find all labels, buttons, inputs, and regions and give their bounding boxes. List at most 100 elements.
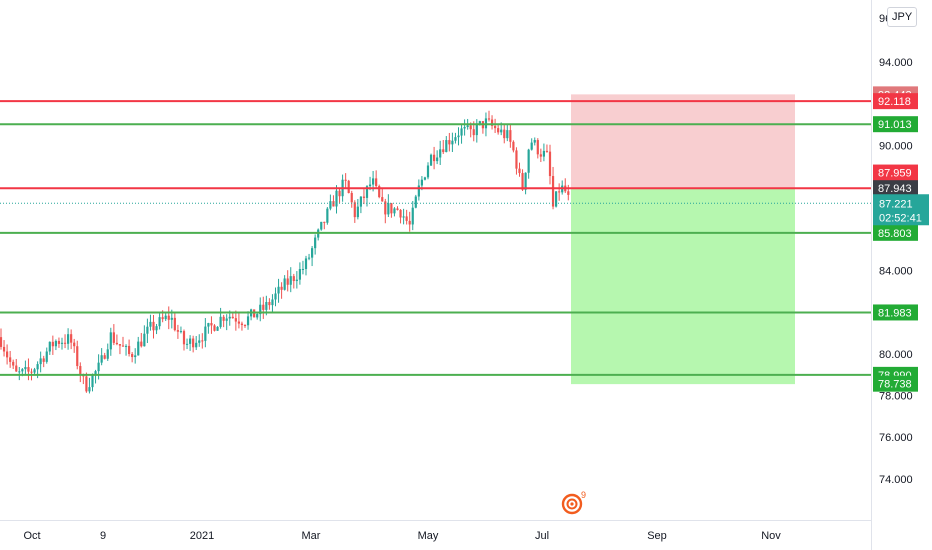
candle-body [124, 345, 128, 347]
candle-body [558, 191, 561, 193]
candle-body [402, 216, 405, 218]
candle-body [234, 318, 237, 322]
candle-body [423, 177, 427, 180]
level-price-label: 85.803 [878, 228, 912, 240]
candle-body [146, 326, 149, 334]
last-price-label-bg [873, 194, 929, 226]
candle-body [207, 323, 210, 327]
candle-body [323, 221, 326, 223]
candle-body [524, 172, 527, 190]
candle-body [460, 128, 463, 136]
candle-body [356, 206, 359, 218]
candle-body [567, 191, 570, 195]
candle-body [30, 371, 33, 373]
level-price-label: 91.013 [878, 119, 912, 131]
candle-body [542, 150, 545, 157]
candle-body [134, 355, 137, 358]
candle-body [155, 326, 158, 331]
candle-body [545, 150, 549, 152]
target-price-label: 78.738 [878, 379, 912, 391]
candle-body [210, 323, 213, 326]
candle-body [213, 325, 216, 331]
candle-body [48, 341, 51, 352]
candle-body [396, 208, 399, 210]
y-axis-tick-labels: 74.000 76.000 78.000 80.000 84.000 90.000 94.0… [879, 13, 913, 486]
price-axis-labels: 92.44392.11891.01385.80381.98378.99087.9… [873, 86, 929, 392]
candle-body [521, 173, 524, 190]
candle-body [131, 354, 134, 358]
candle-body [60, 342, 64, 344]
entry-price-label-bg [873, 180, 918, 197]
candle-body [344, 179, 347, 181]
candle-body [292, 276, 295, 282]
candle-body [500, 129, 503, 133]
candle-body [51, 341, 54, 347]
candle-body [240, 323, 244, 326]
candle-body [411, 207, 414, 225]
candle-body [268, 301, 271, 306]
y-tick-label: 94.000 [879, 57, 913, 69]
candle-body [259, 304, 262, 315]
currency-badge[interactable]: JPY [887, 7, 918, 27]
candle-body [506, 130, 509, 139]
candle-body [375, 178, 378, 187]
candle-body [326, 208, 329, 223]
candle-body [475, 123, 478, 136]
y-tick-label: 90.000 [879, 140, 913, 152]
candle-body [195, 342, 198, 348]
candle-body [106, 349, 109, 359]
candle-body [149, 321, 152, 327]
candle-body [57, 340, 61, 344]
level-price-label: 92.118 [878, 96, 911, 108]
candle-body [426, 165, 430, 178]
candle-body [256, 314, 259, 318]
candle-body [128, 345, 131, 355]
candle-body [9, 357, 12, 362]
candle-body [417, 185, 420, 197]
candle-body [390, 203, 393, 214]
candle-body [497, 128, 500, 133]
candle-body [414, 196, 417, 208]
candle-body [164, 315, 167, 320]
x-tick-label: 2021 [190, 530, 214, 542]
candle-body [314, 237, 317, 249]
x-tick-label: Sep [647, 530, 667, 542]
candle-body [21, 369, 24, 372]
y-tick-label: 74.000 [879, 474, 913, 486]
candle-body [262, 304, 265, 310]
candle-body [103, 355, 106, 359]
candle-body [359, 196, 362, 207]
candle-body [63, 342, 67, 344]
candle-body [442, 149, 445, 153]
candle-body [448, 140, 451, 145]
target-price-label-bg [873, 375, 918, 392]
candle-body [527, 149, 530, 173]
candle-body [97, 362, 100, 372]
candle-body [137, 341, 140, 356]
candle-body [451, 140, 454, 145]
candle-body [518, 168, 521, 174]
candle-body [115, 342, 118, 345]
candle-body [265, 301, 268, 310]
candle-body [76, 346, 79, 367]
candle-body [381, 197, 384, 202]
candle-body [466, 125, 469, 128]
candle-body [39, 358, 42, 365]
candle-body [109, 332, 112, 350]
candle-body [201, 340, 204, 342]
candle-body [548, 151, 552, 177]
candle-body [408, 220, 411, 225]
candle-body [433, 154, 436, 162]
candle-body [167, 315, 170, 320]
candle-body [85, 376, 88, 392]
candle-body [143, 333, 146, 347]
candle-body [289, 276, 292, 285]
candle-body [307, 257, 311, 259]
candle-body [298, 269, 301, 280]
x-tick-label: Nov [761, 530, 781, 542]
candle-body [463, 127, 466, 129]
candle-body [372, 178, 375, 185]
candle-body [478, 121, 481, 124]
candle-body [365, 186, 369, 198]
